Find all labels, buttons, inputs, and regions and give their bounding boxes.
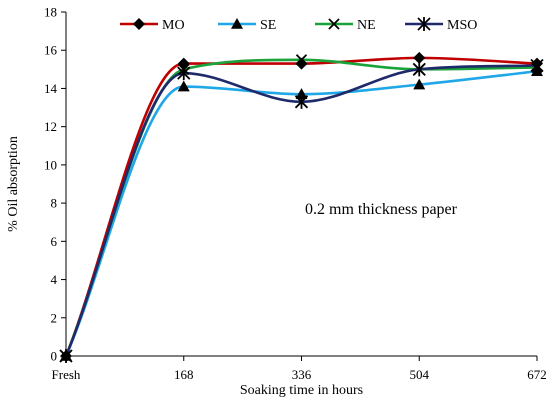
series-markers [59, 51, 544, 363]
legend: MO SE NE MSO [120, 17, 477, 33]
data-point-mso [412, 62, 426, 77]
legend-item-mso: MSO [405, 17, 477, 33]
y-tick-label: 12 [44, 119, 57, 134]
y-tick-label: 6 [51, 234, 58, 249]
legend-label: NE [357, 18, 376, 33]
y-tick-label: 4 [51, 272, 58, 287]
data-point-mo [295, 57, 308, 70]
legend-marker [328, 18, 340, 30]
y-ticks: 0 2 4 6 8 10 12 14 16 18 [44, 5, 66, 364]
x-tick-label: 168 [174, 367, 194, 382]
legend-marker [133, 18, 145, 30]
data-point-mso [177, 66, 191, 81]
y-tick-label: 8 [51, 196, 58, 211]
x-tick-label: 336 [292, 367, 312, 382]
legend-label: MSO [447, 18, 477, 33]
legend-marker [417, 17, 431, 31]
y-tick-label: 16 [44, 43, 58, 58]
data-point-mso [530, 58, 544, 73]
series-line-mo [64, 56, 539, 358]
x-ticks: Fresh 168 336 504 672 [52, 356, 547, 382]
x-tick-label: Fresh [52, 367, 81, 382]
y-tick-label: 0 [51, 349, 58, 364]
series-line-se [64, 69, 539, 358]
series-line-mso [64, 64, 539, 358]
legend-item-se: SE [218, 18, 276, 33]
y-axis-title: % Oil absorption [6, 136, 21, 232]
data-point-ne [295, 54, 308, 66]
x-tick-label: 504 [410, 367, 430, 382]
y-tick-label: 18 [44, 5, 57, 20]
data-point-se [295, 88, 308, 99]
legend-item-ne: NE [315, 18, 376, 33]
y-tick-label: 10 [44, 157, 57, 172]
y-tick-label: 2 [51, 310, 58, 325]
data-point-se [413, 78, 426, 90]
data-point-mo [413, 51, 426, 64]
data-point-mso [294, 94, 309, 109]
data-point-se [177, 80, 190, 92]
legend-label: MO [162, 18, 185, 33]
legend-label: SE [260, 18, 276, 33]
legend-item-mo: MO [120, 18, 185, 33]
y-tick-label: 14 [44, 81, 58, 96]
chart-annotation: 0.2 mm thickness paper [305, 201, 458, 218]
x-axis-title: Soaking time in hours [240, 383, 363, 398]
x-tick-label: 672 [527, 367, 547, 382]
series-lines [64, 56, 539, 358]
data-point-mso [59, 349, 73, 363]
legend-marker [231, 18, 243, 29]
